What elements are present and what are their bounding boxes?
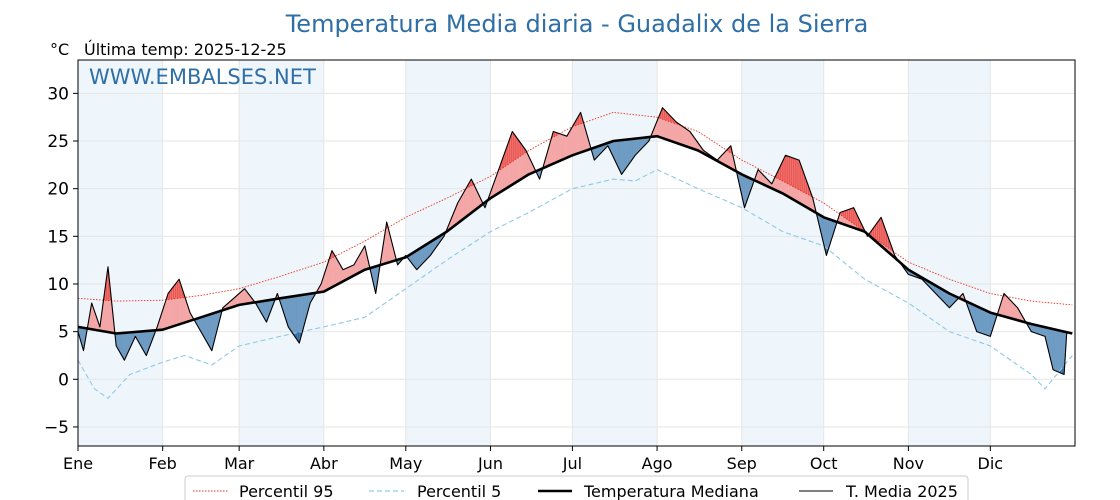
x-tick-label: Oct [810, 454, 838, 473]
x-tick-label: Abr [310, 454, 338, 473]
series-line-median [77, 134, 1073, 335]
x-tick-label: Jul [562, 454, 582, 473]
x-tick-label: Sep [727, 454, 757, 473]
x-tick-label: Jun [477, 454, 503, 473]
legend-label-p95: Percentil 95 [239, 482, 334, 500]
y-tick-label: 5 [58, 323, 69, 343]
chart-title: Temperatura Media diaria - Guadalix de l… [285, 10, 869, 38]
y-tick-label: 15 [47, 227, 69, 247]
x-tick-label: Ene [63, 454, 93, 473]
x-tick-label: Mar [224, 454, 255, 473]
x-tick-label: Feb [149, 454, 177, 473]
x-axis: Ene Feb Mar Abr May Jun Jul Ago Sep Oct Nov Dic [63, 446, 1003, 473]
x-tick-label: May [389, 454, 422, 473]
unit-label: °C [50, 40, 69, 59]
series-line-p5 [77, 169, 1073, 399]
series-line-current [77, 107, 1068, 376]
y-axis: −5 0 5 10 15 20 25 30 [44, 84, 78, 438]
legend-label-p5: Percentil 5 [417, 482, 501, 500]
legend-box [184, 475, 969, 500]
watermark: WWW.EMBALSES.NET [89, 65, 316, 89]
month-band [239, 60, 324, 446]
x-tick-label: Dic [978, 454, 1004, 473]
y-tick-label: −5 [44, 418, 69, 438]
last-temp-label: Última temp: 2025-12-25 [84, 40, 287, 59]
y-tick-label: 20 [47, 180, 69, 200]
legend-label-median: Temperatura Mediana [583, 482, 759, 500]
y-tick-label: 30 [47, 84, 69, 104]
x-tick-label: Ago [642, 454, 673, 473]
month-band [572, 60, 658, 446]
y-tick-label: 25 [47, 132, 69, 152]
y-tick-label: 10 [47, 275, 69, 295]
legend-label-current: T. Media 2025 [845, 482, 958, 500]
y-tick-label: 0 [58, 370, 69, 390]
x-tick-label: Nov [893, 454, 924, 473]
legend: Percentil 95 Percentil 5 Temperatura Med… [184, 475, 969, 500]
month-bands [78, 60, 991, 446]
month-band [741, 60, 824, 446]
series-lines [77, 107, 1073, 399]
month-band [908, 60, 991, 446]
plot-frame [77, 59, 1076, 447]
month-band [78, 60, 163, 446]
